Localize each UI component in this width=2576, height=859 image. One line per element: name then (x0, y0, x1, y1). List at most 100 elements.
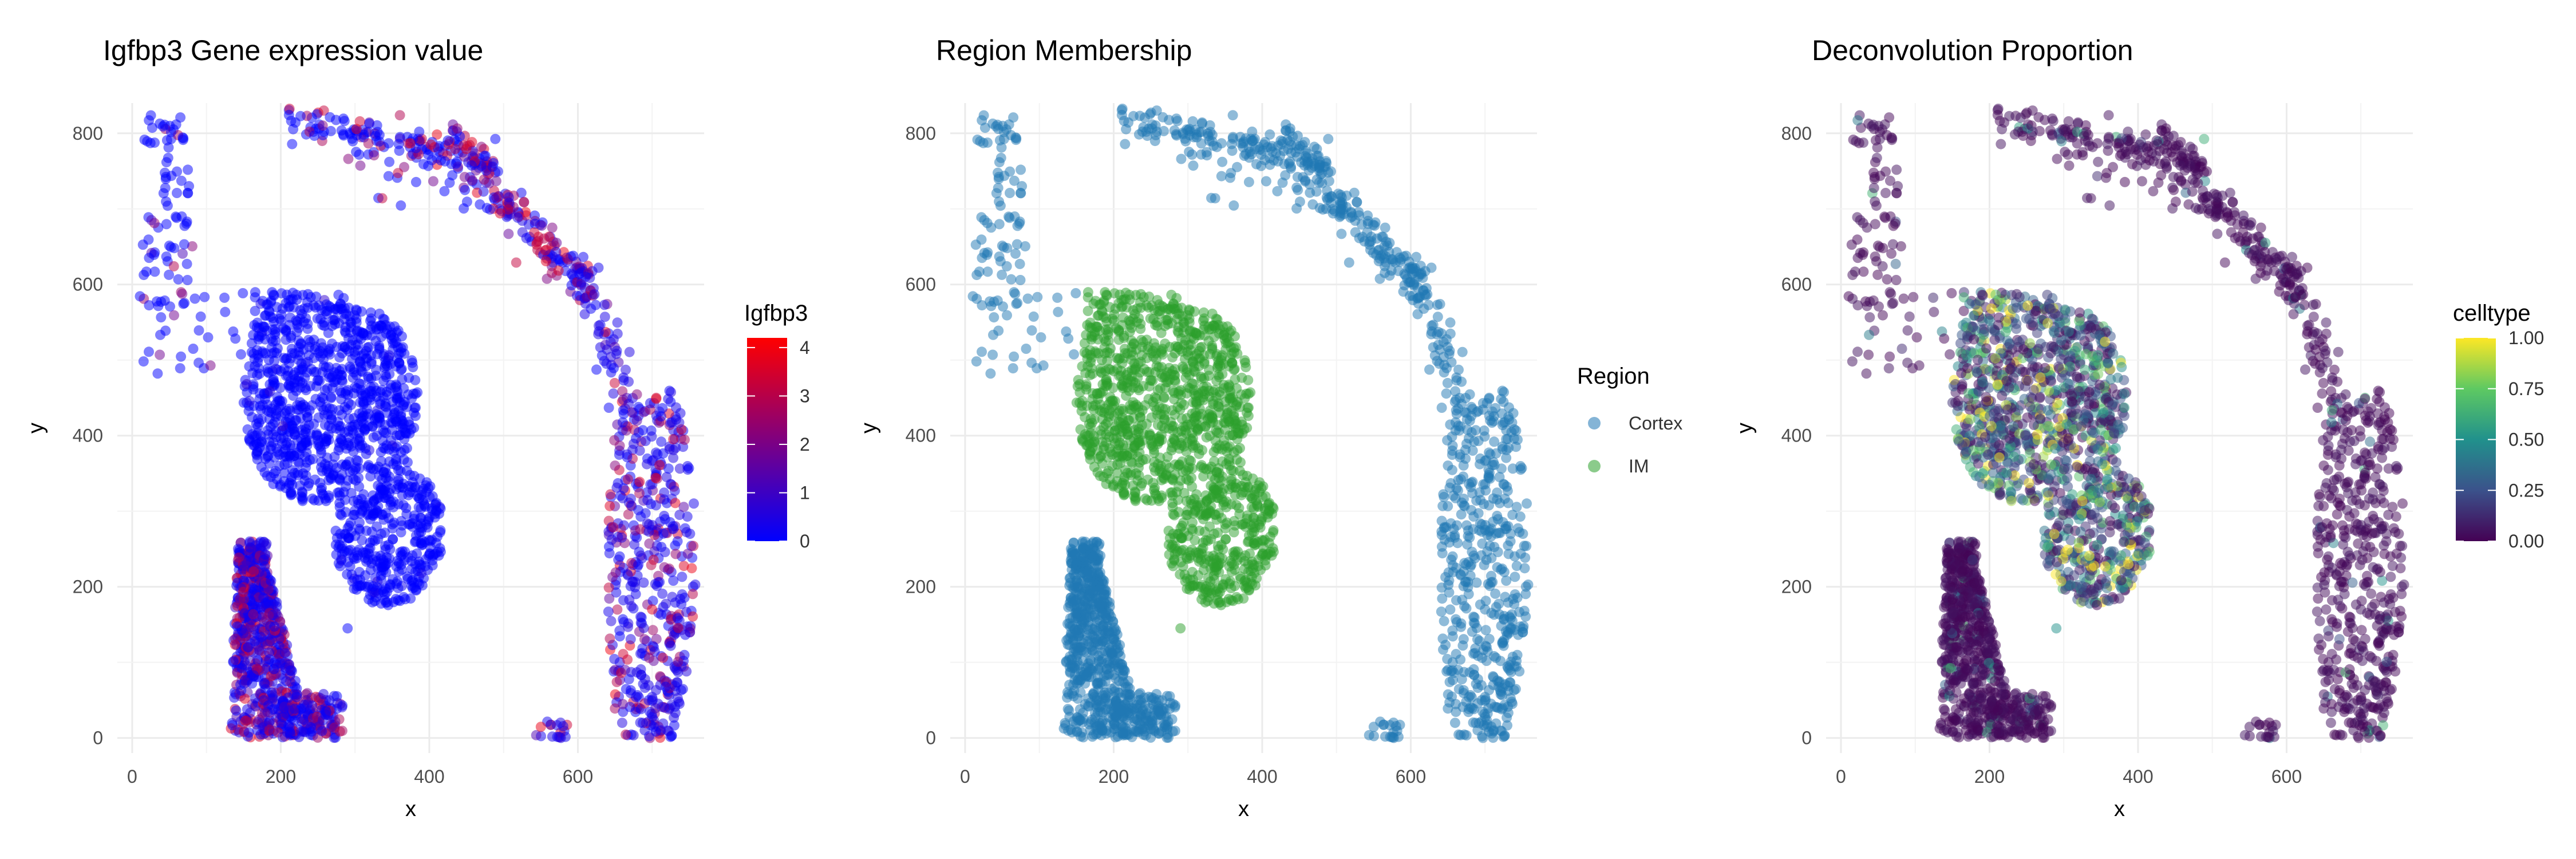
data-point (236, 685, 247, 696)
data-point (610, 689, 621, 700)
data-point (1069, 685, 1080, 696)
data-point (1495, 725, 1506, 736)
data-point (244, 548, 255, 559)
data-point (430, 505, 441, 516)
data-point (1123, 676, 1133, 687)
data-point (275, 479, 286, 490)
data-point (259, 707, 270, 718)
data-point (1480, 520, 1491, 531)
data-point (673, 696, 684, 707)
data-point (1008, 363, 1018, 374)
data-point (220, 306, 231, 317)
data-point (1336, 228, 1347, 239)
data-point (992, 295, 1003, 306)
data-point (287, 139, 298, 149)
data-point (1028, 311, 1039, 322)
data-point (163, 152, 173, 163)
data-point (1314, 203, 1325, 214)
data-point (612, 604, 623, 615)
data-point (1464, 415, 1475, 426)
data-point (611, 482, 622, 493)
data-point (993, 174, 1004, 184)
data-point (1138, 722, 1149, 732)
data-point (228, 656, 239, 667)
data-point (630, 707, 641, 718)
data-point (1120, 139, 1131, 149)
data-point (1513, 629, 1524, 640)
data-point (688, 541, 699, 551)
data-point (383, 539, 394, 550)
data-point (621, 729, 631, 740)
data-point (1071, 586, 1081, 597)
data-point (168, 261, 179, 271)
data-point (423, 483, 434, 494)
data-point (266, 576, 276, 586)
data-point (461, 144, 472, 155)
data-point (589, 289, 600, 300)
data-point (1092, 677, 1103, 688)
data-point (331, 362, 342, 373)
data-point (1064, 705, 1074, 716)
y-tick-label: 600 (73, 274, 103, 295)
data-point (668, 452, 679, 463)
data-point (647, 520, 658, 531)
data-point (624, 594, 635, 605)
data-point (409, 537, 420, 547)
data-point (623, 509, 634, 520)
data-point (1442, 653, 1453, 664)
data-point (1122, 715, 1133, 726)
data-point (1283, 158, 1294, 169)
data-point (309, 131, 320, 141)
data-point (163, 142, 174, 153)
data-point (997, 241, 1008, 251)
data-point (1081, 609, 1092, 620)
data-point (688, 611, 698, 622)
data-point (338, 113, 349, 124)
data-point (639, 683, 650, 693)
data-point (622, 452, 633, 463)
data-point (1439, 534, 1450, 545)
data-point (642, 459, 652, 470)
data-point (264, 647, 275, 658)
data-point (1514, 666, 1525, 677)
data-point (1504, 414, 1514, 425)
y-tick-label: 800 (73, 123, 103, 144)
data-point (351, 370, 362, 381)
data-point (1443, 460, 1453, 471)
data-point (314, 300, 325, 311)
data-point (511, 257, 521, 268)
data-point (384, 456, 395, 467)
data-point (175, 112, 186, 123)
chart-title: Igfbp3 Gene expression value (103, 34, 483, 66)
data-point (618, 372, 629, 383)
data-point (609, 362, 619, 373)
data-point (1344, 257, 1354, 268)
data-point (1479, 559, 1490, 570)
data-point (529, 227, 540, 238)
data-point (621, 364, 631, 375)
data-point (279, 467, 290, 478)
data-point (282, 289, 293, 300)
data-point (268, 377, 279, 388)
data-point (160, 174, 171, 184)
data-point (1293, 184, 1303, 195)
data-point (495, 208, 505, 219)
data-point (277, 303, 288, 314)
data-point (1032, 291, 1043, 302)
data-point (302, 302, 313, 313)
data-point (644, 538, 655, 549)
data-point (1180, 136, 1191, 147)
data-point (971, 356, 982, 367)
data-point (256, 414, 267, 425)
data-point (1515, 511, 1526, 522)
data-point (294, 458, 305, 468)
data-point (1511, 502, 1522, 513)
data-point (580, 271, 591, 282)
data-point (263, 354, 274, 365)
data-point (283, 379, 294, 390)
data-point (414, 473, 425, 484)
data-point (356, 580, 367, 590)
data-point (1471, 407, 1482, 417)
data-point (317, 120, 328, 131)
data-point (1140, 713, 1151, 724)
